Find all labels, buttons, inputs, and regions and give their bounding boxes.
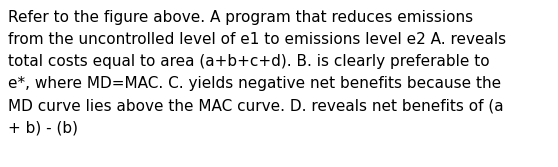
Text: Refer to the figure above. A program that reduces emissions: Refer to the figure above. A program tha… <box>8 10 473 25</box>
Text: e*, where MD=MAC. C. yields negative net benefits because the: e*, where MD=MAC. C. yields negative net… <box>8 76 501 91</box>
Text: total costs equal to area (a+b+c+d). B. is clearly preferable to: total costs equal to area (a+b+c+d). B. … <box>8 54 489 69</box>
Text: MD curve lies above the MAC curve. D. reveals net benefits of (a: MD curve lies above the MAC curve. D. re… <box>8 98 504 113</box>
Text: from the uncontrolled level of e1 to emissions level e2 A. reveals: from the uncontrolled level of e1 to emi… <box>8 32 506 47</box>
Text: + b) - (b): + b) - (b) <box>8 120 78 135</box>
